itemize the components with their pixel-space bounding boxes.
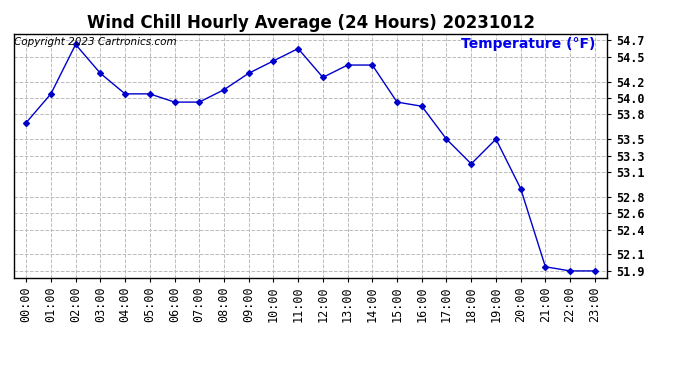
Title: Wind Chill Hourly Average (24 Hours) 20231012: Wind Chill Hourly Average (24 Hours) 202… [86, 14, 535, 32]
Text: Temperature (°F): Temperature (°F) [461, 38, 595, 51]
Text: Copyright 2023 Cartronics.com: Copyright 2023 Cartronics.com [14, 38, 177, 47]
